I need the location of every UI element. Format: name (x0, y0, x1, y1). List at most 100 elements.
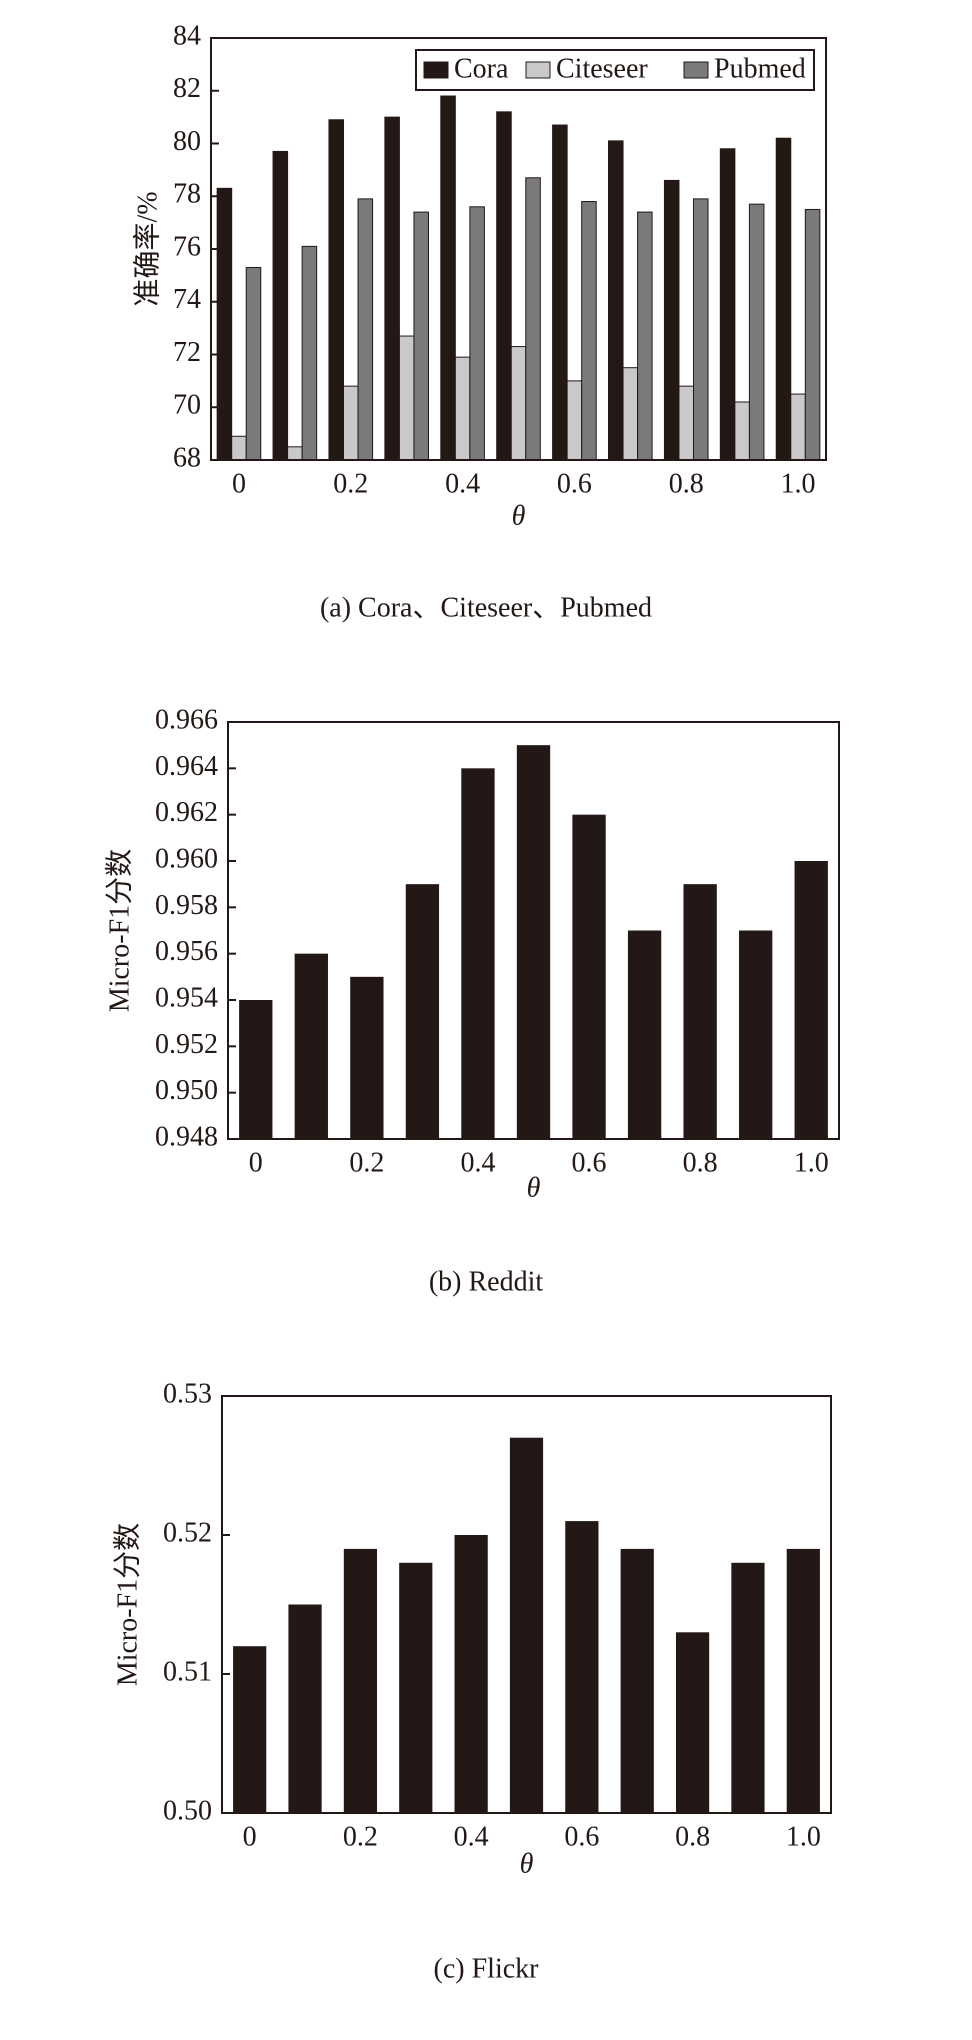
legend-label: Citeseer (556, 53, 648, 84)
y-tick-label: 0.950 (155, 1075, 218, 1106)
y-tick-label: 70 (173, 390, 201, 421)
bar (405, 884, 440, 1139)
bar (775, 137, 792, 461)
x-tick-label: 0 (243, 1821, 257, 1852)
caption: (a) Cora、Citeseer、Pubmed (320, 592, 652, 623)
bar (794, 861, 828, 1139)
bar (454, 356, 471, 461)
bar (233, 1646, 267, 1813)
bar (398, 335, 415, 461)
bar (288, 1604, 322, 1813)
y-tick-label: 80 (173, 126, 201, 157)
x-tick-label: 0.6 (564, 1821, 599, 1852)
y-tick-label: 0.962 (155, 797, 218, 828)
plot-frame (227, 721, 840, 1140)
bar (734, 401, 750, 461)
x-tick-label: 1.0 (794, 1147, 829, 1178)
bar (510, 346, 527, 461)
bar (566, 380, 583, 461)
x-tick-label: 0 (232, 468, 246, 499)
x-tick-label: 0.2 (349, 1147, 384, 1178)
y-tick-label: 82 (173, 73, 201, 104)
bar (239, 1000, 273, 1139)
chart: 68 70 72 74 76 78 80 82 84 0 0.2 0.4 0.6 0.8 1.0 θ 准确率/%… (131, 20, 827, 623)
bar (748, 203, 765, 461)
x-tick-label: 0.6 (557, 468, 592, 499)
bar (790, 393, 806, 461)
bar (272, 150, 289, 461)
x-axis-label: θ (527, 1172, 541, 1203)
legend-label: Pubmed (714, 53, 806, 84)
caption: (c) Flickr (434, 1953, 540, 1984)
bar (440, 95, 456, 461)
y-tick-label: 74 (173, 284, 201, 315)
bar (627, 930, 662, 1139)
bar (343, 385, 359, 461)
x-tick-label: 0.8 (675, 1821, 710, 1852)
bar (454, 1535, 488, 1813)
x-tick-label: 0.6 (572, 1147, 607, 1178)
bar (552, 124, 568, 461)
x-tick-label: 0.4 (460, 1147, 495, 1178)
x-tick-label: 0.8 (669, 468, 704, 499)
bar (581, 201, 597, 461)
bar (245, 266, 262, 461)
bar (637, 211, 653, 461)
bar (622, 367, 639, 461)
x-tick-label: 0.2 (333, 468, 368, 499)
legend-swatch (423, 61, 449, 79)
bar (384, 116, 400, 461)
bar (683, 884, 717, 1139)
y-tick-label: 0.948 (155, 1121, 218, 1152)
bar (572, 814, 606, 1139)
y-tick-label: 0.952 (155, 1029, 218, 1060)
legend-box (415, 49, 815, 91)
y-tick-label: 0.956 (155, 936, 218, 967)
bar (692, 198, 709, 461)
y-tick-label: 72 (173, 337, 201, 368)
y-tick-label: 0.958 (155, 890, 218, 921)
bar (343, 1548, 378, 1813)
bar (731, 1562, 765, 1813)
legend-swatch (683, 61, 709, 79)
bar (231, 435, 247, 461)
bar (678, 385, 694, 461)
y-tick-label: 84 (173, 20, 201, 51)
caption: (b) Reddit (429, 1266, 544, 1297)
y-axis-label: 准确率/% (131, 191, 163, 306)
legend-label: Cora (454, 53, 509, 84)
x-tick-label: 1.0 (786, 1821, 821, 1852)
bar (525, 177, 541, 461)
y-tick-label: 0.954 (155, 982, 218, 1013)
y-axis-label: Micro-F1分数 (111, 1523, 143, 1686)
x-tick-label: 0.4 (445, 468, 480, 499)
bar (509, 1437, 544, 1813)
bar (804, 208, 821, 461)
bar (413, 211, 429, 461)
bar (663, 179, 680, 461)
y-tick-label: 0.966 (155, 704, 218, 735)
y-tick-label: 0.964 (155, 751, 218, 782)
bar (287, 446, 303, 461)
chart: 0.948 0.950 0.952 0.954 0.956 0.958 0.960 0.962… (103, 704, 840, 1297)
y-tick-label: 68 (173, 442, 201, 473)
bar (565, 1521, 599, 1813)
chart: 0.50 0.51 0.52 0.53 0 0.2 0.4 0.6 0.8 1.0 θ Micro-F… (111, 1378, 832, 1984)
y-tick-label: 0.53 (163, 1378, 212, 1409)
x-tick-label: 0.8 (683, 1147, 718, 1178)
bar (620, 1548, 654, 1813)
x-tick-label: 0.4 (454, 1821, 489, 1852)
bar (328, 119, 345, 461)
x-tick-label: 1.0 (781, 468, 816, 499)
bar (608, 140, 624, 461)
plot-frame (210, 37, 827, 461)
x-tick-label: 0 (249, 1147, 263, 1178)
y-axis-label: Micro-F1分数 (103, 849, 135, 1012)
bar (786, 1548, 820, 1813)
bar (357, 198, 374, 461)
legend-swatch (525, 61, 551, 79)
bar (461, 768, 495, 1139)
bar (496, 111, 512, 461)
y-tick-label: 76 (173, 231, 201, 262)
